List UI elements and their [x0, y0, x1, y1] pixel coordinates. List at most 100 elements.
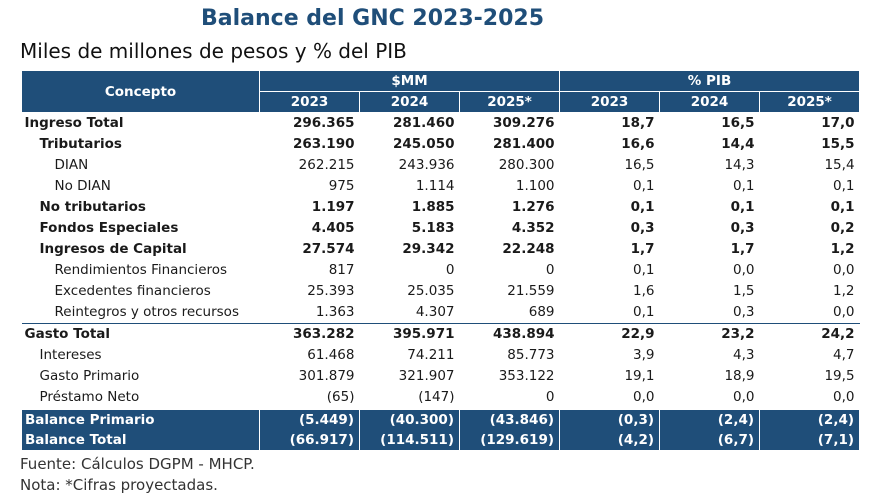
row-label: No tributarios: [39, 199, 146, 215]
table-row: Balance Primario (5.449) (40.300) (43.846)(…: [21, 408, 861, 430]
cell-value: 3,9: [633, 347, 655, 363]
cell-value: (7,1): [759, 430, 861, 450]
cell-value: 0,1: [633, 262, 655, 278]
table-row: Gasto Primario 301.879 321.907 353.122 19,1 1…: [22, 366, 860, 387]
table-row: Intereses 61.468 74.211 85.773 3,9 4,3 4,7: [22, 345, 860, 366]
cell-value: 19,5: [824, 368, 855, 384]
cell-value: (0,3): [559, 408, 661, 430]
row-label: Intereses: [39, 347, 102, 363]
cell-value: 1,5: [733, 283, 755, 299]
row-label: Gasto Primario: [39, 368, 140, 384]
row-label: Fondos Especiales: [39, 220, 179, 236]
cell-value: 85.773: [507, 347, 555, 363]
cell-value: (147): [418, 389, 455, 405]
cell-value: (4,2): [559, 430, 661, 450]
cell-value: 1,7: [730, 241, 755, 257]
cell-value: 15,4: [824, 157, 855, 173]
footer-source: Fuente: Cálculos DGPM - MHCP.: [20, 455, 255, 473]
header-year: 2024: [359, 91, 460, 113]
cell-value: 74.211: [407, 347, 455, 363]
page-title: Balance del GNC 2023-2025: [200, 6, 545, 31]
cell-value: 0,1: [633, 304, 655, 320]
cell-value: 25.393: [307, 283, 355, 299]
header-year: 2024: [659, 91, 761, 113]
cell-value: 4.307: [415, 304, 455, 320]
cell-value: 301.879: [298, 368, 355, 384]
cell-value: 22.248: [502, 241, 555, 257]
header-year: 2025*: [458, 91, 561, 113]
cell-value: 281.460: [393, 115, 455, 131]
row-label: Ingresos de Capital: [39, 241, 187, 257]
cell-value: 1.885: [411, 199, 455, 215]
cell-value: 1,2: [833, 283, 855, 299]
cell-value: 0,1: [630, 199, 655, 215]
row-label: Préstamo Neto: [39, 389, 140, 405]
cell-value: 281.400: [493, 136, 555, 152]
table-row: Balance Total (66.917) (114.511) (129.619)(…: [21, 430, 861, 450]
cell-value: 1.114: [415, 178, 455, 194]
row-label: DIAN: [54, 157, 89, 173]
cell-value: 27.574: [302, 241, 355, 257]
cell-value: 0,0: [733, 389, 755, 405]
row-label: Ingreso Total: [24, 115, 124, 131]
cell-value: 5.183: [411, 220, 455, 236]
cell-value: 14,4: [721, 136, 755, 152]
cell-value: 975: [328, 178, 355, 194]
cell-value: 4,3: [733, 347, 755, 363]
cell-value: 280.300: [498, 157, 555, 173]
row-label: Excedentes financieros: [54, 283, 211, 299]
cell-value: 0,1: [833, 178, 855, 194]
header-year: 2023: [259, 91, 360, 113]
cell-value: 0,1: [733, 178, 755, 194]
table-row: Gasto Total 363.282 395.971 438.894 22,9 23,2…: [21, 323, 860, 345]
cell-value: 245.050: [393, 136, 455, 152]
page-subtitle: Miles de millones de pesos y % del PIB: [20, 39, 407, 63]
cell-value: (129.619): [458, 430, 561, 450]
header-group-mm: $MM: [258, 70, 561, 92]
footer-note: Nota: *Cifras proyectadas.: [20, 476, 218, 494]
cell-value: (65): [326, 389, 355, 405]
cell-value: (43.846): [458, 408, 561, 430]
cell-value: 0,0: [833, 262, 855, 278]
table-row: Préstamo Neto (65) (147) 0 0,0 0,0 0,0: [22, 387, 860, 409]
cell-value: 0,3: [733, 304, 755, 320]
table-row: Tributarios 263.190 245.050 281.400 16,6 14,4…: [22, 134, 860, 155]
cell-value: (114.511): [359, 430, 460, 450]
row-label: Tributarios: [39, 136, 122, 152]
balance-table: Concepto $MM % PIB 2023 2024 2025* 2023 …: [21, 70, 861, 450]
cell-value: 29.342: [402, 241, 455, 257]
cell-value: 16,5: [721, 115, 755, 131]
cell-value: 263.190: [293, 136, 355, 152]
cell-value: 1.100: [515, 178, 555, 194]
cell-value: 363.282: [259, 323, 360, 345]
cell-value: 1.363: [315, 304, 355, 320]
table-row: Excedentes financieros 25.393 25.035 21.559…: [22, 281, 860, 302]
cell-value: (66.917): [259, 430, 360, 450]
cell-value: 309.276: [493, 115, 555, 131]
row-label: Reintegros y otros recursos: [54, 304, 239, 320]
cell-value: 0,0: [633, 389, 655, 405]
row-label: Balance Total: [21, 430, 260, 450]
cell-value: 321.907: [398, 368, 455, 384]
cell-value: (6,7): [659, 430, 761, 450]
cell-value: 25.035: [407, 283, 455, 299]
cell-value: 0: [545, 389, 555, 405]
cell-value: 18,7: [621, 115, 655, 131]
cell-value: 0: [545, 262, 555, 278]
cell-value: 0,3: [630, 220, 655, 236]
cell-value: 18,9: [724, 368, 755, 384]
row-label: Gasto Total: [21, 323, 260, 345]
cell-value: 22,9: [559, 323, 660, 345]
cell-value: 243.936: [398, 157, 455, 173]
table-row: Reintegros y otros recursos 1.363 4.307 689…: [22, 302, 860, 324]
table-row: DIAN 262.215 243.936 280.300 16,5 14,3 15,4: [22, 155, 860, 176]
cell-value: 0,2: [830, 220, 855, 236]
cell-value: 0,0: [733, 262, 755, 278]
table-body: Ingreso Total 296.365 281.460 309.276 18,7 16…: [21, 113, 861, 450]
cell-value: 1,2: [830, 241, 855, 257]
cell-value: 23,2: [659, 323, 760, 345]
cell-value: 0,0: [833, 304, 855, 320]
cell-value: 0,0: [833, 389, 855, 405]
cell-value: 395.971: [359, 323, 460, 345]
cell-value: 0,3: [730, 220, 755, 236]
